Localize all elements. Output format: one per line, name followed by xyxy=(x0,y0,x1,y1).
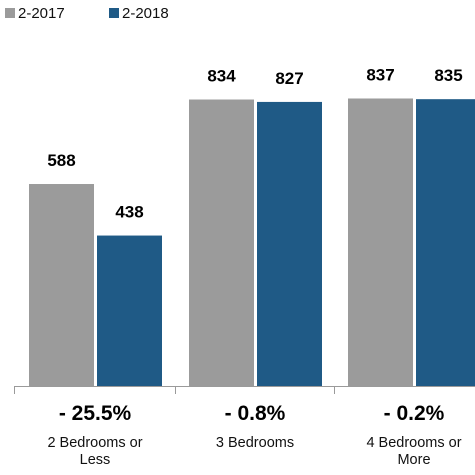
value-label-2-series-2: 827 xyxy=(275,69,303,88)
change-label-3: - 0.2% xyxy=(384,402,445,425)
legend-label-2: 2-2018 xyxy=(122,5,169,22)
bar-2-series-2 xyxy=(257,101,322,386)
value-label-3-series-1: 837 xyxy=(366,65,394,84)
value-label-1-series-1: 588 xyxy=(47,151,75,170)
bar-3-series-1 xyxy=(348,98,413,386)
category-label-1-line-1: 2 Bedrooms or xyxy=(47,435,142,451)
bar-1-series-1 xyxy=(29,184,94,386)
change-label-2: - 0.8% xyxy=(225,402,286,425)
value-label-3-series-2: 835 xyxy=(434,66,462,85)
bar-1-series-2 xyxy=(97,235,162,386)
value-label-1-series-2: 438 xyxy=(115,203,143,222)
bar-3-series-2 xyxy=(416,99,475,387)
category-label-2-line-1: 3 Bedrooms xyxy=(216,435,294,451)
legend-swatch-2 xyxy=(109,8,119,18)
category-label-3-line-1: 4 Bedrooms or xyxy=(366,435,461,451)
change-label-1: - 25.5% xyxy=(59,402,132,425)
bar-2-series-1 xyxy=(189,99,254,386)
category-label-3-line-2: More xyxy=(397,452,430,468)
category-label-1-line-2: Less xyxy=(80,452,111,468)
legend-label-1: 2-2017 xyxy=(18,5,65,22)
legend-swatch-1 xyxy=(5,8,15,18)
value-label-2-series-1: 834 xyxy=(207,67,236,86)
